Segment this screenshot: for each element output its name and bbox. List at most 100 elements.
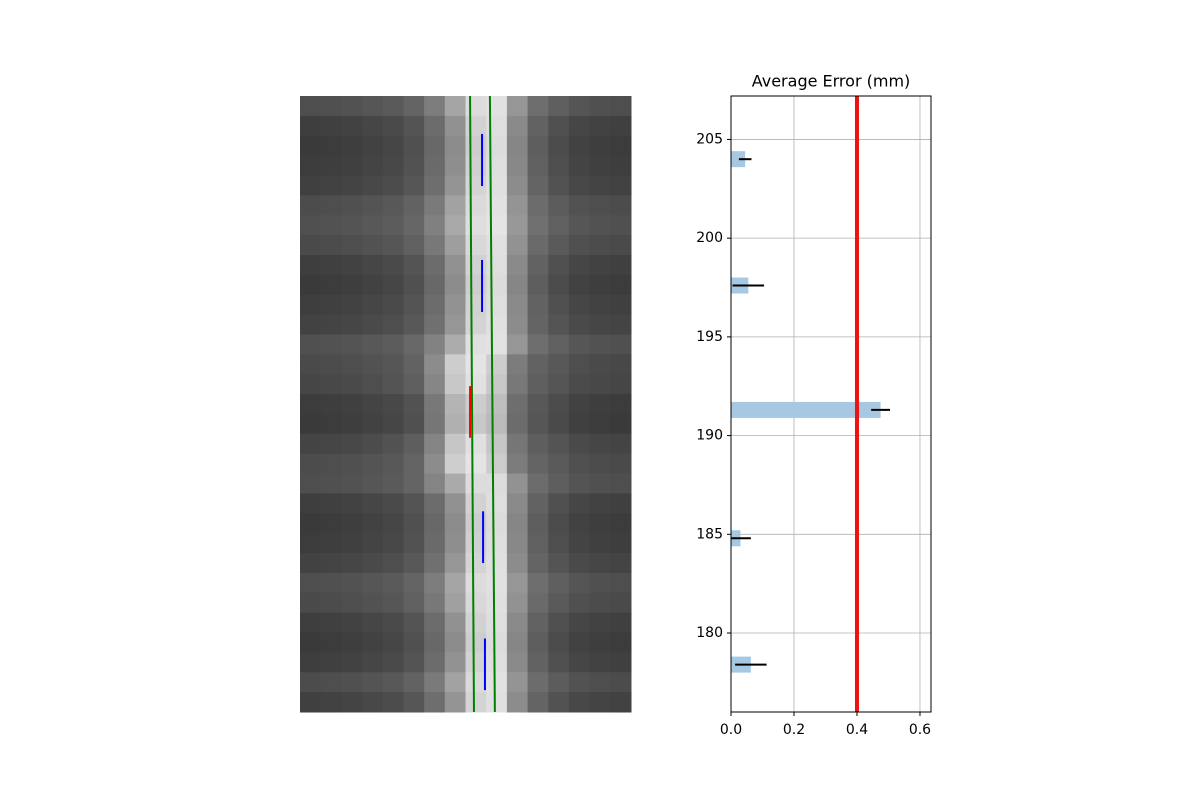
pixel	[341, 195, 363, 216]
overlay-line	[488, 95, 496, 713]
pixel	[527, 493, 549, 514]
pixel	[403, 652, 425, 673]
pixel	[320, 533, 342, 554]
pixel	[506, 533, 529, 554]
pixel	[548, 235, 570, 256]
pixel	[341, 354, 363, 375]
pixel	[610, 553, 632, 574]
pixel	[589, 413, 611, 435]
pixel	[341, 592, 363, 614]
pixel	[362, 612, 384, 634]
pixel	[568, 274, 591, 296]
pixel	[568, 493, 591, 514]
pixel	[465, 195, 487, 216]
pixel	[320, 433, 342, 455]
pixel	[610, 254, 632, 276]
pixel	[568, 672, 591, 693]
pixel	[589, 155, 611, 176]
pixel	[320, 314, 342, 335]
pixel	[320, 155, 342, 176]
pixel	[610, 135, 632, 157]
pixel	[320, 572, 342, 594]
pixel	[548, 135, 570, 157]
pixel	[610, 692, 632, 713]
pixel	[320, 334, 342, 355]
pixel	[424, 652, 446, 673]
pixel	[589, 215, 611, 236]
pixel	[362, 96, 384, 117]
pixel	[465, 274, 487, 296]
pixel	[465, 215, 487, 236]
pixel	[610, 274, 632, 296]
pixel	[382, 195, 404, 216]
pixel	[320, 394, 342, 415]
pixel	[506, 115, 529, 137]
pixel	[568, 354, 591, 375]
pixel	[320, 413, 342, 435]
pixel	[548, 413, 570, 435]
pixel	[362, 592, 384, 614]
pixel	[589, 572, 611, 594]
pixel	[300, 394, 322, 415]
pixel	[506, 652, 529, 673]
pixel	[506, 413, 529, 435]
pixel	[444, 215, 466, 236]
pixel	[300, 215, 322, 236]
pixel	[589, 692, 611, 713]
pixel	[424, 354, 446, 375]
pixel	[444, 235, 466, 256]
pixel	[610, 354, 632, 375]
pixel	[444, 96, 466, 117]
pixel	[527, 115, 549, 137]
pixel	[341, 413, 363, 435]
pixel	[444, 254, 466, 276]
pixel	[424, 433, 446, 455]
pixel	[341, 692, 363, 713]
pixel	[568, 235, 591, 256]
pixel	[403, 294, 425, 316]
pixel	[403, 592, 425, 614]
pixel	[568, 533, 591, 554]
pixel	[403, 155, 425, 176]
pixel	[589, 294, 611, 316]
pixel	[382, 274, 404, 296]
pixel	[341, 533, 363, 554]
pixel	[341, 274, 363, 296]
pixel	[382, 652, 404, 673]
pixel	[403, 394, 425, 415]
pixel	[486, 96, 508, 117]
y-tick-label: 205	[696, 131, 723, 147]
pixel	[568, 96, 591, 117]
pixel	[382, 354, 404, 375]
pixel	[568, 314, 591, 335]
pixel	[506, 175, 529, 196]
pixel	[444, 274, 466, 296]
pixel	[486, 314, 508, 335]
pixel	[486, 592, 508, 614]
pixel	[486, 294, 508, 316]
pixel	[362, 473, 384, 494]
pixel	[320, 513, 342, 534]
pixel	[589, 433, 611, 455]
pixel	[610, 453, 632, 475]
pixel	[568, 374, 591, 395]
pixel	[486, 235, 508, 256]
pixel	[486, 155, 508, 176]
pixel	[362, 533, 384, 554]
pixel	[610, 115, 632, 137]
pixel	[527, 294, 549, 316]
pixel	[465, 592, 487, 614]
pixel	[300, 195, 322, 216]
pixel	[362, 274, 384, 296]
pixel	[403, 175, 425, 196]
pixel	[362, 155, 384, 176]
pixel	[403, 354, 425, 375]
pixel	[300, 96, 322, 117]
pixel	[382, 175, 404, 196]
pixel	[300, 473, 322, 494]
pixel	[486, 493, 508, 514]
pixel	[382, 115, 404, 137]
pixel	[548, 334, 570, 355]
pixel	[300, 115, 322, 137]
pixel	[362, 334, 384, 355]
